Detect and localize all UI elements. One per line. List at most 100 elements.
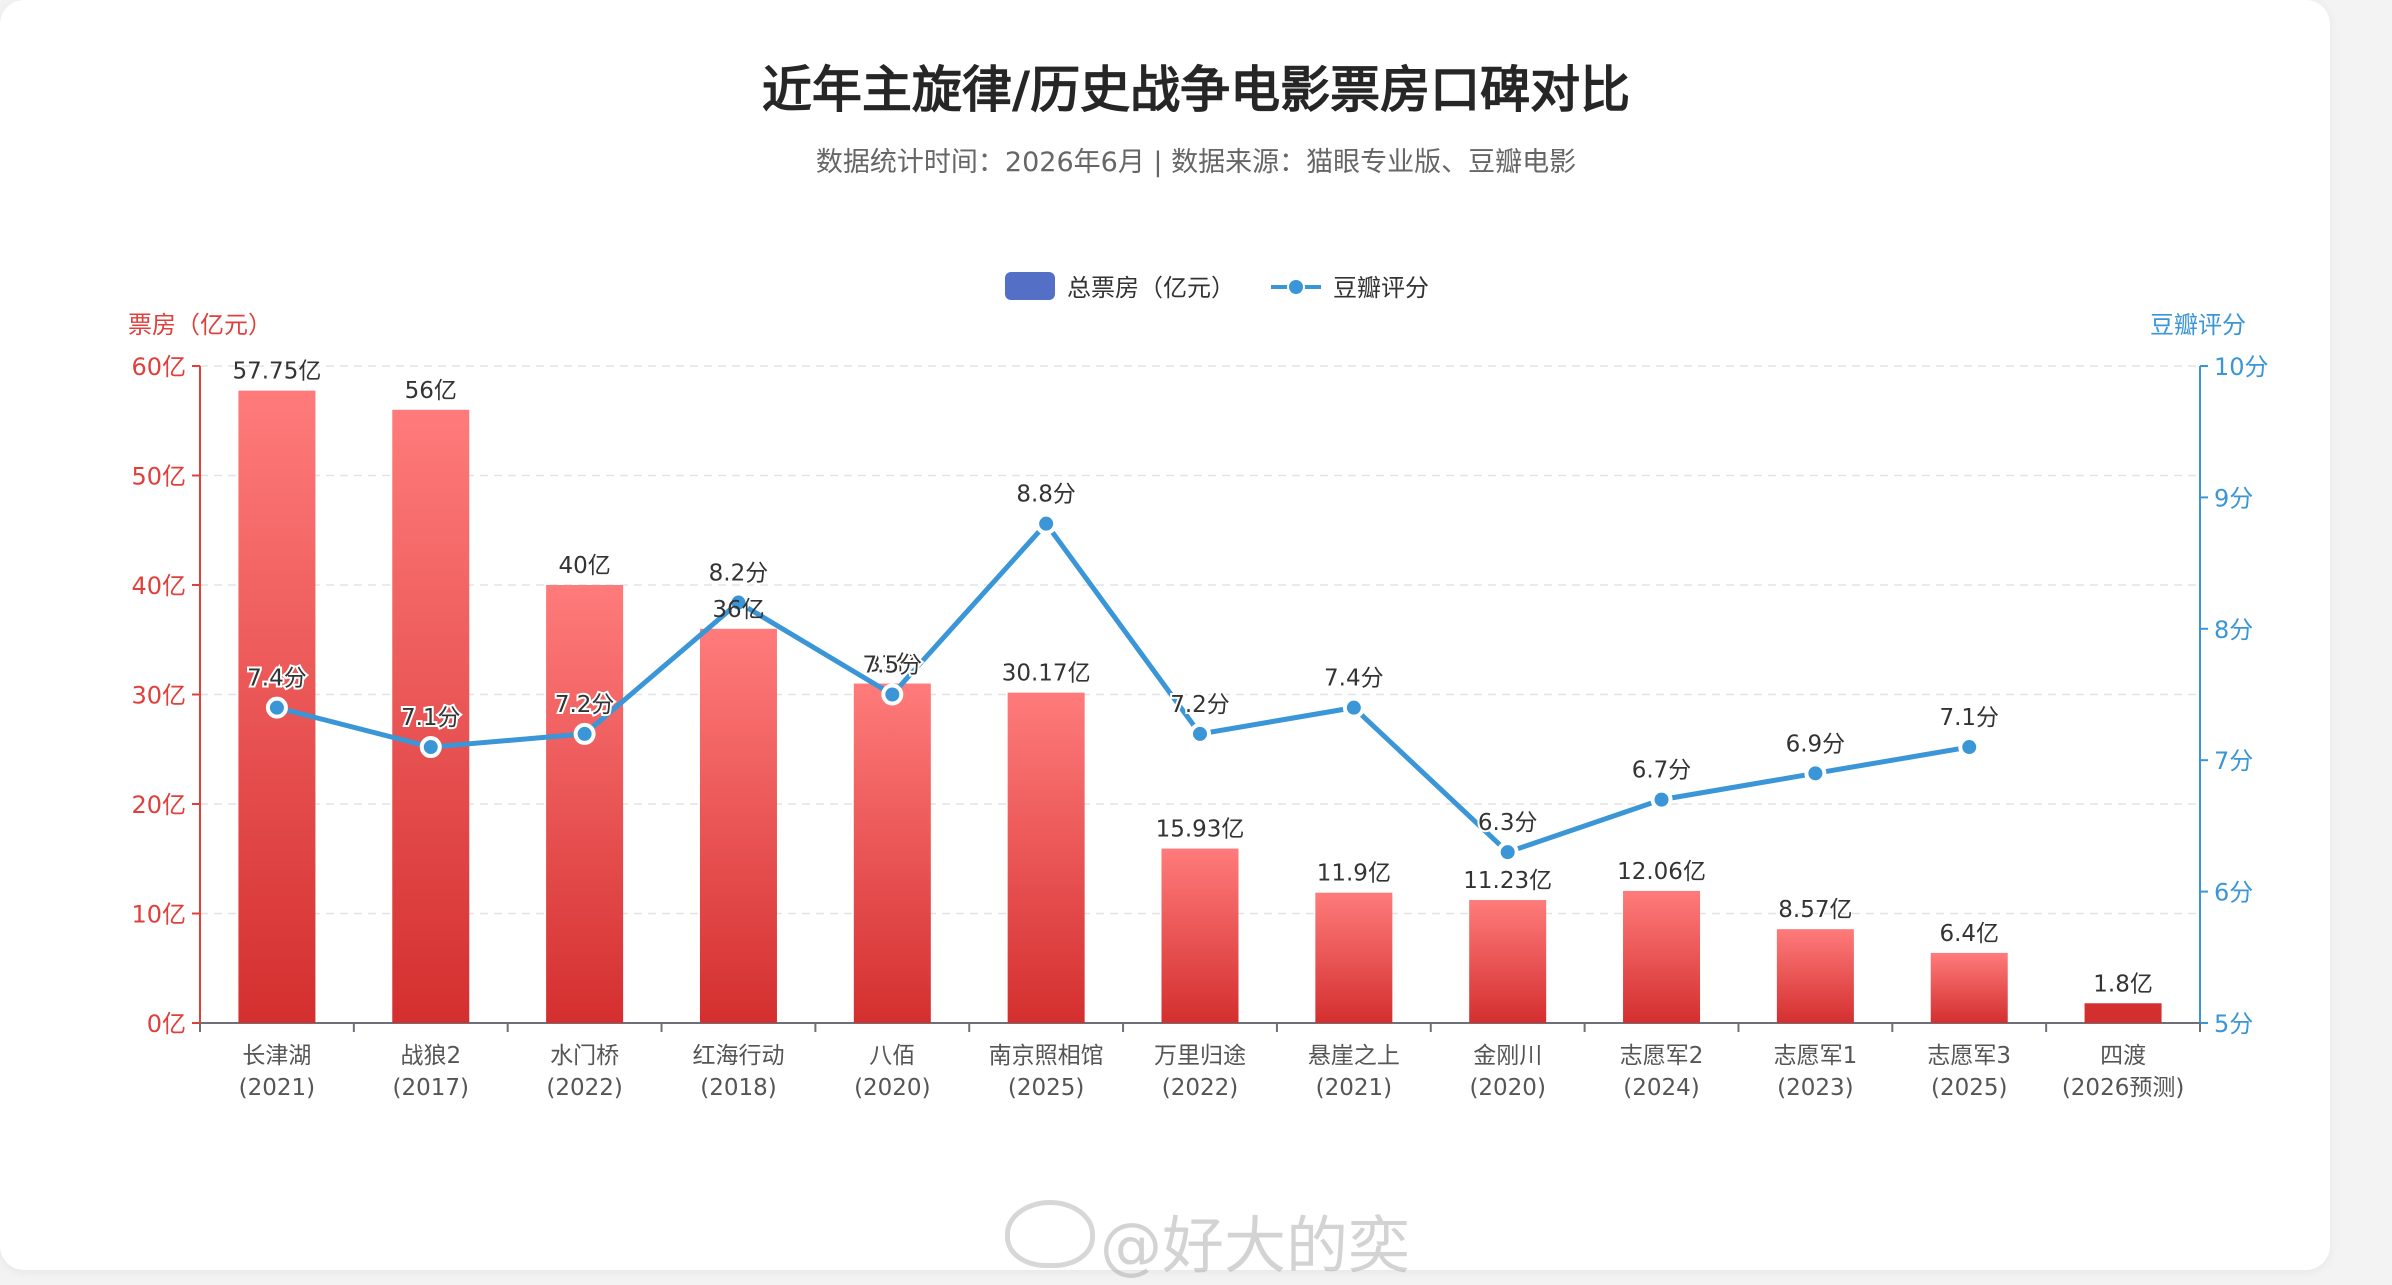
left-tick-label: 10亿: [131, 901, 186, 929]
bar-value-label: 11.23亿: [1463, 868, 1552, 894]
x-tick-label-line: (2026预测): [2062, 1075, 2184, 1101]
bar: [546, 585, 624, 1023]
x-tick-label: 红海行动 (2018): [692, 1043, 784, 1101]
x-tick-label: 悬崖之上 (2021): [1308, 1043, 1400, 1101]
chart-subtitle: 数据统计时间：2026年6月 | 数据来源：猫眼专业版、豆瓣电影: [815, 147, 1577, 178]
bar: [1007, 692, 1085, 1023]
x-tick-label: 志愿军1 (2023): [1774, 1043, 1858, 1101]
score-value-label: 6.7分: [1632, 758, 1692, 784]
x-tick-label-line: (2020): [854, 1075, 930, 1101]
x-tick-label-line: 万里归途: [1154, 1043, 1246, 1069]
bar-value-label: 30.17亿: [1002, 661, 1091, 687]
x-tick-label: 志愿军2 (2024): [1620, 1043, 1704, 1101]
legend-item-douban[interactable]: 豆瓣评分: [1271, 268, 1429, 303]
score-point: [1035, 512, 1058, 535]
x-tick-label: 四渡 (2026预测): [2062, 1043, 2184, 1101]
x-tick-label-line: (2020): [1469, 1075, 1545, 1101]
x-tick-label-line: 长津湖: [242, 1043, 311, 1069]
bar-value-label: 56亿: [405, 378, 457, 404]
x-tick-label-line: 战狼2: [400, 1043, 461, 1069]
right-tick-label: 6分: [2214, 879, 2253, 907]
right-tick-label: 10分: [2214, 353, 2269, 381]
x-tick-label-line: 四渡: [2100, 1043, 2146, 1069]
left-tick-label: 30亿: [131, 682, 186, 710]
x-tick-label-line: (2022): [1162, 1075, 1238, 1101]
bar: [1315, 892, 1393, 1023]
score-value-label: 7.5分: [863, 653, 923, 679]
right-axis-title: 豆瓣评分: [2150, 311, 2246, 339]
score-value-label: 7.1分: [401, 705, 461, 731]
left-tick-label: 20亿: [131, 791, 186, 819]
score-point: [881, 683, 904, 706]
bar: [1161, 848, 1239, 1023]
x-tick-label-line: 红海行动: [692, 1043, 784, 1069]
x-tick-label-line: (2021): [1316, 1075, 1392, 1101]
bar-value-label: 1.8亿: [2093, 971, 2153, 997]
bar-value-label: 57.75亿: [232, 359, 321, 385]
chart-title: 近年主旋律/历史战争电影票房口碑对比: [761, 61, 1631, 119]
x-tick-label-line: 志愿军3: [1927, 1043, 2011, 1069]
right-tick-label: 8分: [2214, 616, 2253, 644]
score-point: [1496, 841, 1519, 864]
bar-value-label: 15.93亿: [1156, 817, 1245, 843]
score-value-label: 6.3分: [1478, 810, 1538, 836]
bar: [853, 683, 931, 1023]
x-tick-label: 南京照相馆 (2025): [989, 1043, 1104, 1101]
bar-value-label: 31亿: [866, 652, 918, 678]
bar: [1930, 952, 2008, 1023]
legend-line-swatch: [1271, 272, 1321, 300]
score-point: [419, 736, 442, 759]
bar: [699, 628, 777, 1023]
score-point: [1804, 762, 1827, 785]
x-tick-label-line: (2017): [393, 1075, 469, 1101]
right-tick-label: 5分: [2214, 1010, 2253, 1038]
score-value-label: 7.2分: [555, 692, 615, 718]
x-tick-label-line: (2021): [239, 1075, 315, 1101]
score-point: [1958, 736, 1981, 759]
score-point: [727, 591, 750, 614]
bar-value-label: 36亿: [712, 597, 764, 623]
x-tick-label-line: 悬崖之上: [1308, 1043, 1400, 1069]
right-tick-label: 7分: [2214, 747, 2253, 775]
x-tick-label-line: (2023): [1777, 1075, 1853, 1101]
score-point: [1650, 788, 1673, 811]
score-point: [573, 722, 596, 745]
bar: [392, 409, 470, 1023]
x-tick-label-line: 南京照相馆: [989, 1043, 1104, 1069]
x-tick-label: 万里归途 (2022): [1154, 1043, 1246, 1101]
score-value-label: 6.9分: [1786, 731, 1846, 757]
x-tick-label: 金刚川 (2020): [1469, 1043, 1545, 1101]
score-value-label: 8.2分: [709, 561, 769, 587]
left-axis-title: 票房（亿元）: [128, 311, 272, 339]
legend-bar-swatch: [1005, 271, 1055, 300]
score-point: [265, 696, 288, 719]
right-tick-label: 9分: [2214, 484, 2253, 512]
left-tick-label: 60亿: [131, 353, 186, 381]
bar-value-label: 6.4亿: [1939, 921, 1999, 947]
x-tick-label-line: (2025): [1931, 1075, 2007, 1101]
left-tick-label: 0亿: [147, 1010, 186, 1038]
x-tick-label-line: (2022): [546, 1075, 622, 1101]
score-point: [1342, 696, 1365, 719]
score-point: [1189, 722, 1211, 745]
x-tick-label: 水门桥 (2022): [546, 1043, 622, 1101]
bar: [2084, 1003, 2162, 1023]
bar: [1469, 900, 1547, 1023]
x-tick-label-line: 水门桥: [550, 1043, 619, 1069]
left-tick-label: 50亿: [131, 463, 186, 491]
bar-value-label: 8.57亿: [1778, 897, 1852, 923]
score-value-label: 7.2分: [1170, 692, 1230, 718]
legend-item-box-office[interactable]: 总票房（亿元）: [1005, 268, 1235, 303]
x-tick-label: 八佰 (2020): [854, 1043, 930, 1101]
x-tick-label-line: 志愿军2: [1620, 1043, 1704, 1069]
bar-value-label: 12.06亿: [1617, 859, 1706, 885]
legend: 总票房（亿元） 豆瓣评分: [1005, 268, 1429, 303]
x-tick-label-line: (2025): [1008, 1075, 1084, 1101]
x-tick-label: 长津湖 (2021): [239, 1043, 315, 1101]
watermark: @好大的奕: [1100, 1209, 1411, 1282]
x-tick-label-line: 志愿军1: [1774, 1043, 1858, 1069]
x-tick-label: 志愿军3 (2025): [1927, 1043, 2011, 1101]
score-value-label: 8.8分: [1016, 482, 1076, 508]
score-value-label: 7.1分: [1939, 705, 1999, 731]
